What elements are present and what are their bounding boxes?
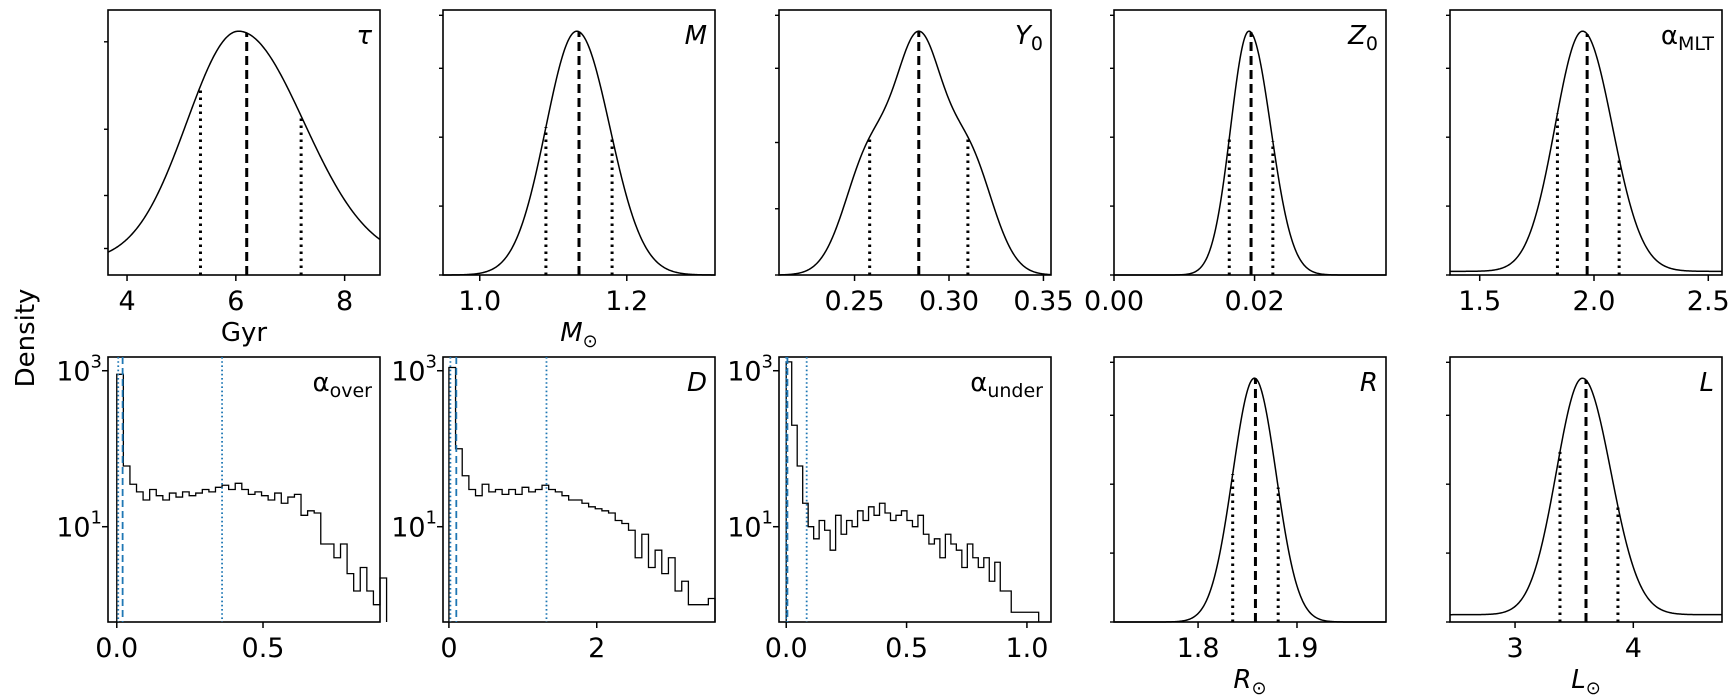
x-tick-label-0: 0 bbox=[440, 633, 457, 664]
panel-alpha_over: 103 101 0.0 0.5 αover bbox=[56, 352, 388, 664]
x-tick-label-1: 0.02 bbox=[1225, 286, 1285, 317]
x-tick-label-2: 8 bbox=[336, 286, 353, 317]
x-tick-label-2: 0.35 bbox=[1013, 286, 1073, 317]
axes-frame bbox=[107, 9, 381, 276]
axes-frame bbox=[442, 356, 716, 623]
panel-D: 103 101 0 2 D bbox=[391, 352, 716, 664]
param-label: Z0 bbox=[1347, 21, 1378, 55]
x-tick-label-0: 1.8 bbox=[1177, 633, 1220, 664]
kde-curve bbox=[1450, 30, 1722, 273]
histogram-step bbox=[116, 373, 388, 622]
kde-curve bbox=[107, 30, 381, 253]
y-tick-label-1: 101 bbox=[56, 508, 102, 544]
x-tick-label-1: 1.2 bbox=[605, 286, 648, 317]
param-label: αover bbox=[312, 368, 372, 402]
panel-Y0: 0.25 0.30 0.35 Y0 bbox=[775, 9, 1074, 317]
x-tick-label-0: 0.00 bbox=[1084, 286, 1144, 317]
panel-L: 3 4 L⊙ L bbox=[1446, 356, 1723, 695]
x-tick-label-0: 0.0 bbox=[765, 633, 808, 664]
x-tick-label-0: 0.0 bbox=[95, 633, 138, 664]
x-axis-label: Gyr bbox=[221, 318, 268, 348]
y-tick-label-1: 101 bbox=[391, 508, 437, 544]
axes-frame bbox=[1113, 356, 1387, 623]
kde-curve bbox=[778, 30, 1052, 276]
x-tick-label-1: 0.5 bbox=[242, 633, 285, 664]
x-tick-label-0: 1.5 bbox=[1458, 286, 1501, 317]
x-tick-label-0: 4 bbox=[118, 286, 135, 317]
y-tick-label-0: 103 bbox=[727, 352, 773, 388]
x-tick-label-1: 4 bbox=[1625, 633, 1642, 664]
x-axis-label: L⊙ bbox=[1571, 665, 1601, 695]
x-tick-label-1: 0.30 bbox=[919, 286, 979, 317]
panel-Z0: 0.00 0.02 Z0 bbox=[1084, 9, 1387, 317]
x-tick-label-1: 2 bbox=[588, 633, 605, 664]
y-tick-label-0: 103 bbox=[391, 352, 437, 388]
param-label: Y0 bbox=[1015, 21, 1043, 55]
kde-curve bbox=[1114, 30, 1386, 276]
x-axis-label: M⊙ bbox=[560, 318, 598, 352]
y-tick-label-1: 101 bbox=[727, 508, 773, 544]
param-label: τ bbox=[356, 21, 372, 51]
figure-ylabel: Density bbox=[11, 289, 41, 388]
kde-curve bbox=[1114, 377, 1386, 623]
x-axis-label: R⊙ bbox=[1233, 665, 1266, 695]
x-tick-label-0: 0.25 bbox=[824, 286, 884, 317]
panel-alpha_under: 103 101 0.0 0.5 1.0 αunder bbox=[727, 352, 1052, 664]
x-tick-label-2: 2.5 bbox=[1687, 286, 1730, 317]
param-label: M bbox=[685, 21, 707, 51]
axes-frame bbox=[778, 9, 1052, 276]
histogram-step bbox=[448, 366, 716, 622]
x-tick-label-0: 1.0 bbox=[458, 286, 501, 317]
x-tick-label-2: 1.0 bbox=[1005, 633, 1048, 664]
panel-R: 1.8 1.9 R⊙ R bbox=[1110, 356, 1387, 695]
x-tick-label-1: 1.9 bbox=[1276, 633, 1319, 664]
param-label: R bbox=[1360, 368, 1378, 398]
y-tick-label-0: 103 bbox=[56, 352, 102, 388]
param-label: αunder bbox=[970, 368, 1043, 402]
panel-alpha_MLT: 1.5 2.0 2.5 αMLT bbox=[1446, 9, 1730, 317]
x-tick-label-1: 6 bbox=[227, 286, 244, 317]
param-label: L bbox=[1700, 368, 1715, 398]
panel-tau: 4 6 8 Gyr τ bbox=[104, 9, 381, 348]
axes-frame bbox=[107, 356, 381, 623]
x-tick-label-1: 2.0 bbox=[1573, 286, 1616, 317]
x-tick-label-0: 3 bbox=[1506, 633, 1523, 664]
histogram-step bbox=[785, 361, 1040, 622]
panel-M: 1.0 1.2M⊙ M bbox=[439, 9, 716, 352]
x-tick-label-1: 0.5 bbox=[885, 633, 928, 664]
axes-frame bbox=[778, 356, 1052, 623]
param-label: D bbox=[687, 368, 707, 398]
param-label: αMLT bbox=[1661, 21, 1715, 55]
